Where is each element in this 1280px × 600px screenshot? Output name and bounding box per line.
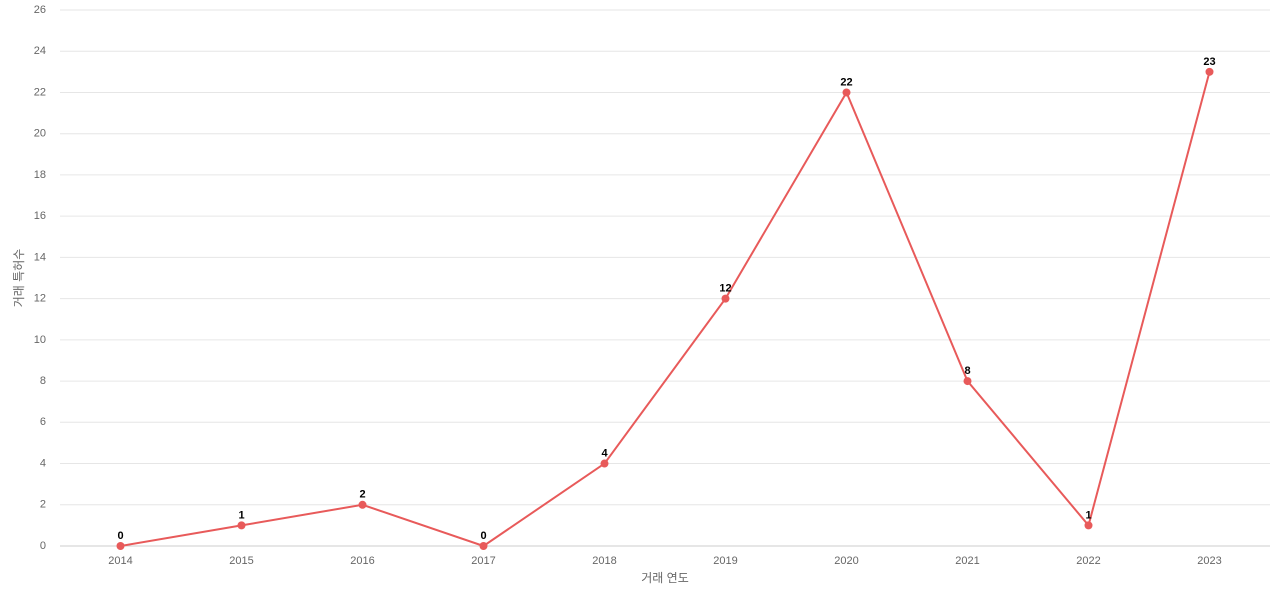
value-label: 0 bbox=[117, 530, 123, 542]
y-tick-label: 20 bbox=[34, 128, 46, 140]
y-tick-label: 0 bbox=[40, 540, 46, 552]
point bbox=[963, 377, 972, 386]
y-tick-label: 24 bbox=[34, 45, 46, 57]
value-label: 2 bbox=[359, 489, 365, 501]
y-tick-label: 8 bbox=[40, 375, 46, 387]
point bbox=[479, 542, 488, 550]
point bbox=[600, 459, 609, 468]
point bbox=[842, 88, 851, 97]
value-label: 1 bbox=[238, 509, 244, 521]
point bbox=[1084, 521, 1093, 530]
y-tick-label: 2 bbox=[40, 499, 46, 511]
value-label: 22 bbox=[840, 76, 852, 88]
line bbox=[120, 71, 1211, 548]
y-tick-label: 18 bbox=[34, 169, 46, 181]
value-label: 4 bbox=[601, 447, 608, 459]
y-tick-label: 16 bbox=[34, 210, 46, 222]
value-label: 23 bbox=[1203, 56, 1215, 68]
value-label: 0 bbox=[480, 530, 486, 542]
point bbox=[237, 521, 246, 530]
x-tick-label: 2014 bbox=[108, 555, 132, 567]
y-tick-label: 4 bbox=[40, 457, 46, 469]
y-tick-label: 14 bbox=[34, 251, 46, 263]
x-tick-label: 2016 bbox=[350, 555, 374, 567]
value-label: 1 bbox=[1085, 509, 1091, 521]
y-tick-label: 10 bbox=[34, 334, 46, 346]
point bbox=[1205, 67, 1214, 76]
y-tick-label: 6 bbox=[40, 416, 46, 428]
x-tick-label: 2020 bbox=[834, 555, 858, 567]
x-tick-label: 2017 bbox=[471, 555, 495, 567]
value-label: 12 bbox=[719, 283, 731, 295]
x-tick-label: 2018 bbox=[592, 555, 616, 567]
y-axis-label: 거래 특허수 bbox=[12, 249, 26, 308]
y-tick-label: 12 bbox=[34, 293, 46, 305]
point bbox=[721, 294, 730, 303]
point bbox=[116, 542, 125, 550]
x-tick-label: 2022 bbox=[1076, 555, 1100, 567]
y-tick-label: 26 bbox=[34, 4, 46, 16]
x-axis-label: 거래 연도 bbox=[641, 571, 689, 585]
x-tick-label: 2015 bbox=[229, 555, 253, 567]
y-tick-label: 22 bbox=[34, 86, 46, 98]
x-tick-label: 2021 bbox=[955, 555, 979, 567]
x-tick-label: 2023 bbox=[1197, 555, 1221, 567]
x-tick-label: 2019 bbox=[713, 555, 737, 567]
point bbox=[358, 500, 367, 509]
value-label: 8 bbox=[964, 365, 970, 377]
